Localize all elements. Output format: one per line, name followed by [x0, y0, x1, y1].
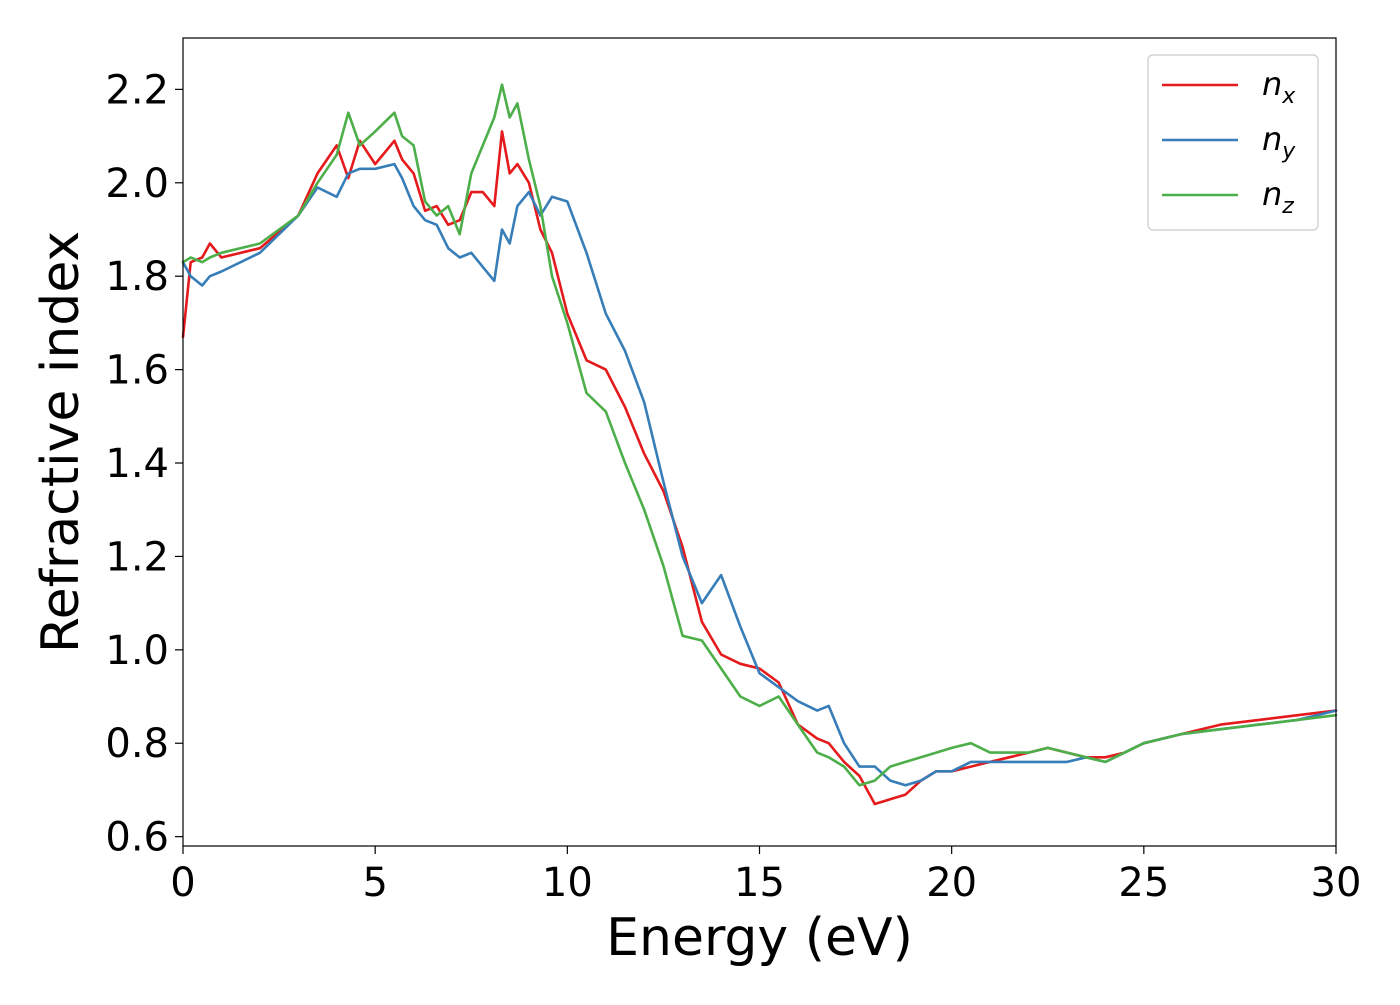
series-line-n-y — [181, 162, 1338, 787]
x-tick-label: 10 — [542, 860, 593, 906]
legend-label-subscript: x — [1281, 84, 1296, 109]
legend-label: ny — [1262, 120, 1296, 164]
y-axis-label: Refractive index — [31, 231, 91, 653]
legend-label: nz — [1262, 175, 1294, 219]
x-tick-label: 25 — [1118, 860, 1169, 906]
x-tick-label: 0 — [170, 860, 195, 906]
y-tick-label: 1.2 — [105, 534, 169, 580]
y-tick-label: 1.8 — [105, 254, 169, 300]
y-tick-label: 1.4 — [105, 441, 169, 487]
series-line-n-z — [181, 83, 1338, 787]
series-layer — [181, 83, 1338, 806]
legend-label-subscript: z — [1281, 194, 1294, 219]
y-tick-label: 1.0 — [105, 628, 169, 674]
x-tick-label: 30 — [1311, 860, 1362, 906]
x-axis-label: Energy (eV) — [606, 908, 913, 968]
legend-box — [1147, 54, 1319, 231]
y-tick-label: 2.2 — [105, 67, 169, 113]
legend-label-subscript: y — [1281, 139, 1296, 164]
legend-label-base: n — [1262, 65, 1282, 103]
x-tick-label: 20 — [926, 860, 977, 906]
y-tick-label: 1.6 — [105, 348, 169, 394]
x-tick-label: 5 — [362, 860, 387, 906]
y-tick-label: 0.8 — [105, 721, 169, 767]
legend-label-base: n — [1262, 120, 1282, 158]
y-tick-label: 2.0 — [105, 161, 169, 207]
legend-label: nx — [1262, 65, 1296, 109]
x-tick-label: 15 — [734, 860, 785, 906]
y-tick-label: 0.6 — [105, 815, 169, 861]
x-axis-ticks: 0 5 10 15 20 25 30 — [170, 846, 1361, 906]
y-axis-ticks: 0.6 0.8 1.0 1.2 1.4 1.6 1.8 2.0 2.2 — [105, 67, 183, 861]
legend-label-base: n — [1262, 175, 1282, 213]
